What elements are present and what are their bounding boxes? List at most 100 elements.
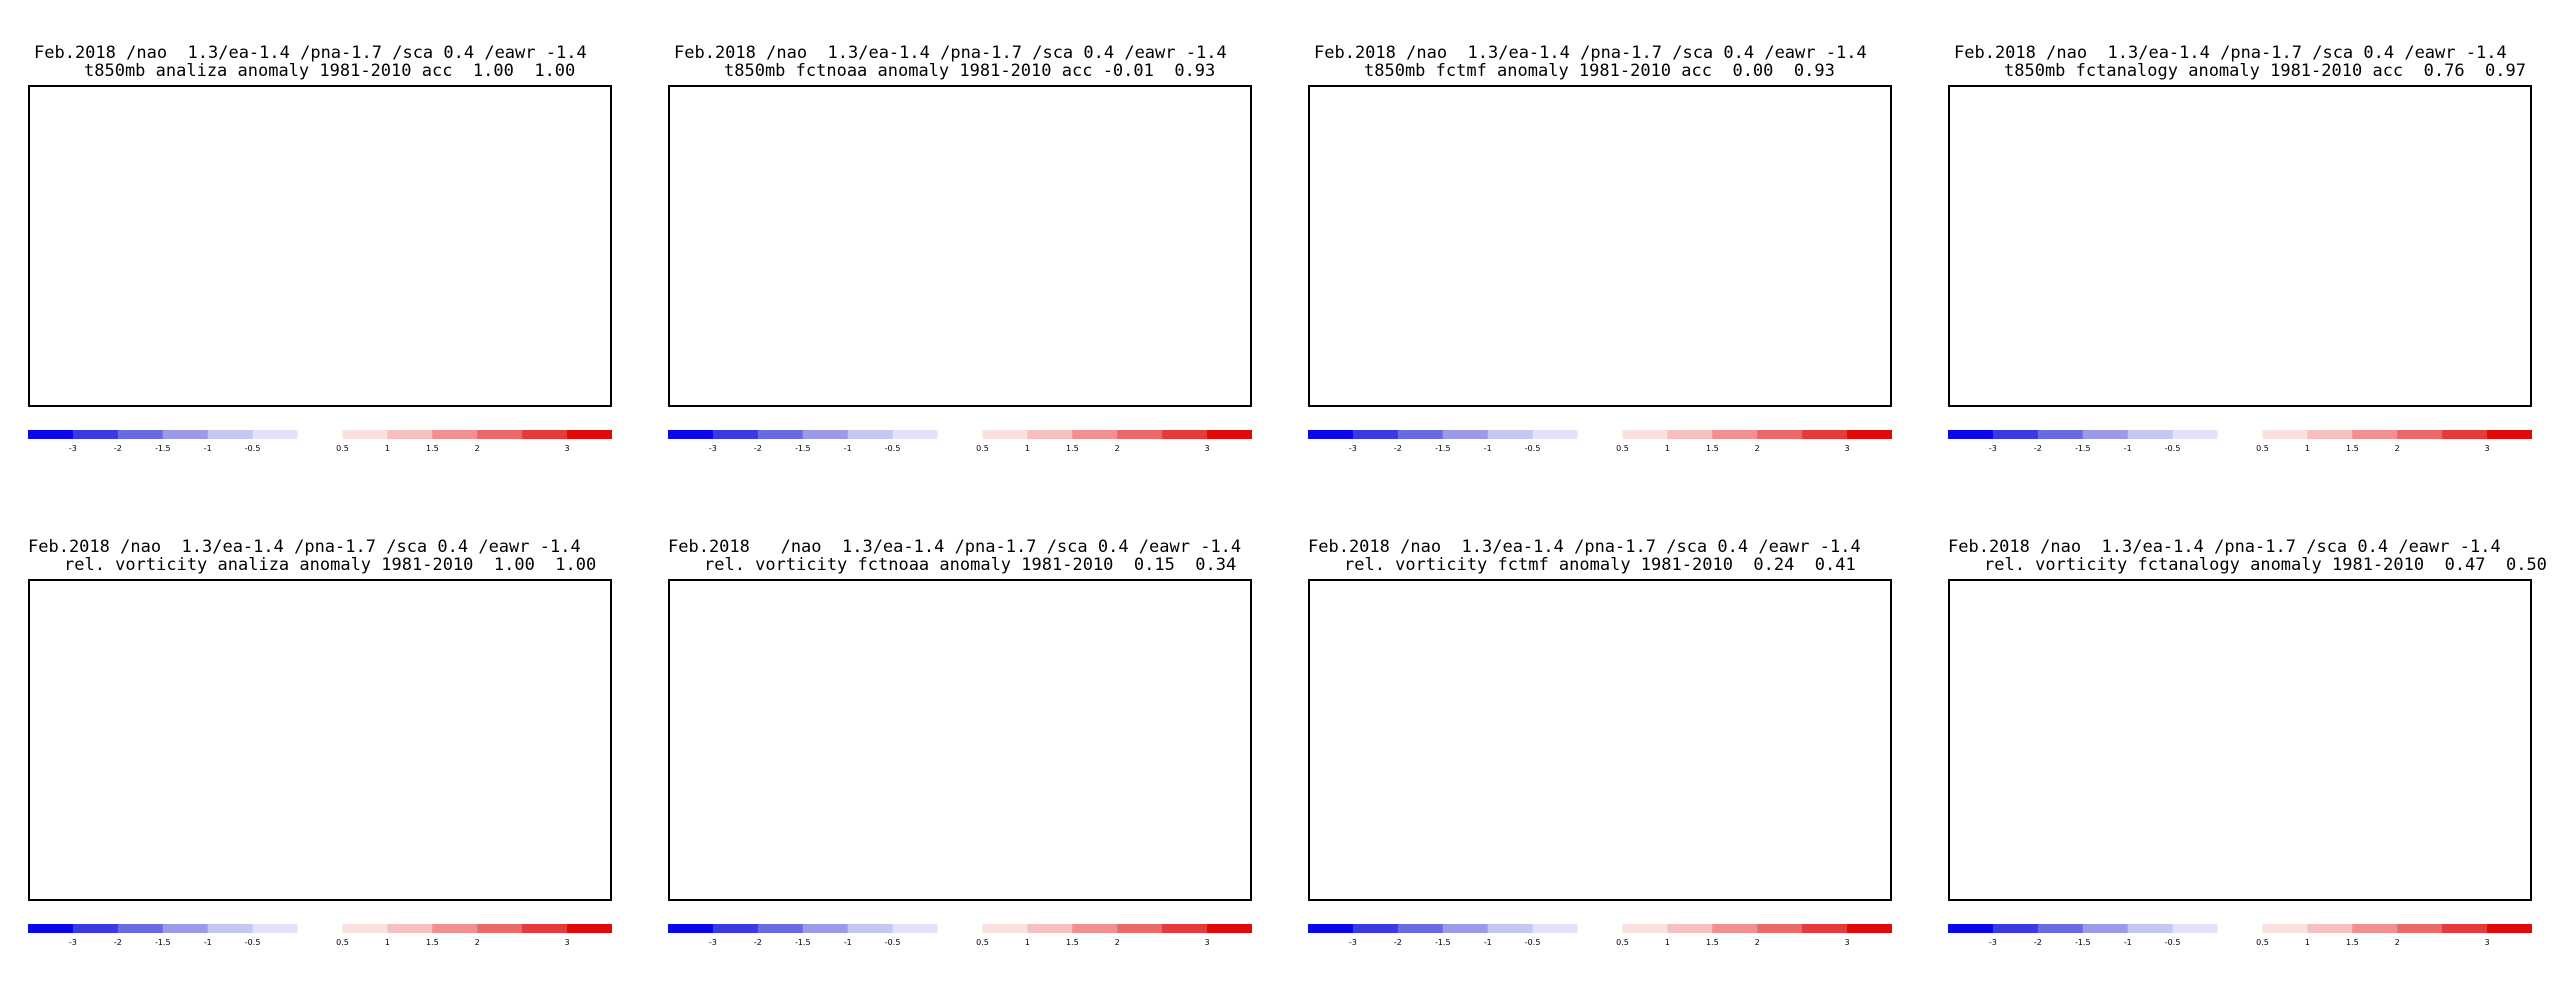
- colorbar-swatch: [1072, 430, 1118, 439]
- colorbar-tick-label: -1: [2124, 444, 2132, 453]
- projection-mask: [1950, 581, 2530, 899]
- colorbar: -3 -2 -1.5 -1 -0.5 0.5 1 1.5 2 3: [1308, 924, 1893, 948]
- colorbar-swatch: [522, 430, 568, 439]
- colorbar-swatch: [1027, 430, 1073, 439]
- colorbar-tick-label: -1: [844, 444, 852, 453]
- colorbar-swatch: [802, 430, 849, 439]
- colorbar-tick-label: -1: [1484, 938, 1492, 947]
- colorbar-tick-label: -2: [754, 444, 762, 453]
- colorbar-swatch: [2037, 430, 2084, 439]
- colorbar-tick-label: -0.5: [2165, 444, 2181, 453]
- colorbar-tick-label: -3: [1349, 938, 1357, 947]
- colorbar-swatch: [1802, 430, 1848, 439]
- colorbar-swatch: [1667, 924, 1713, 933]
- colorbar-swatch: [2127, 924, 2174, 933]
- colorbar-swatch: [72, 430, 119, 439]
- colorbar-swatch: [1757, 430, 1803, 439]
- colorbar-swatch: [1992, 924, 2039, 933]
- colorbar-swatch: [2082, 924, 2129, 933]
- panel-index-line: Feb.2018 /nao 1.3/ea-1.4 /pna-1.7 /sca 0…: [1954, 43, 2507, 63]
- colorbar-swatch: [1622, 924, 1668, 933]
- colorbar-tick-label: 2: [1755, 938, 1760, 947]
- colorbar-swatch: [1757, 924, 1803, 933]
- colorbar-tick-label: -0.5: [245, 938, 261, 947]
- colorbar-swatch: [2172, 430, 2219, 439]
- colorbar-swatch: [162, 924, 209, 933]
- colorbar-swatch: [2352, 924, 2398, 933]
- colorbar-tick-label: 1.5: [2346, 938, 2359, 947]
- colorbar-swatch: [2037, 924, 2084, 933]
- colorbar-swatch: [1667, 430, 1713, 439]
- colorbar-tick-label: 2: [2395, 938, 2400, 947]
- colorbar-swatch: [2082, 430, 2129, 439]
- map-frame: -4-22: [1308, 85, 1892, 407]
- colorbar: -3 -2 -1.5 -1 -0.5 0.5 1 1.5 2 3: [668, 924, 1253, 948]
- colorbar-tick-label: -1.5: [1435, 938, 1451, 947]
- map-frame: -4-22-6: [668, 85, 1252, 407]
- colorbar-tick-label: -3: [1349, 444, 1357, 453]
- colorbar-tick-label: 2: [475, 444, 480, 453]
- colorbar-tick-label: -1.5: [155, 444, 171, 453]
- colorbar-swatch: [117, 430, 164, 439]
- colorbar-swatch: [668, 430, 714, 439]
- colorbar: -3 -2 -1.5 -1 -0.5 0.5 1 1.5 2 3: [1948, 430, 2533, 454]
- colorbar-swatch: [477, 924, 523, 933]
- map-frame: -0.5-1.50.5: [1308, 579, 1892, 901]
- colorbar-tick-label: -0.5: [245, 444, 261, 453]
- colorbar-tick-label: 1: [1665, 938, 1670, 947]
- colorbar-swatch: [982, 430, 1028, 439]
- colorbar-tick-label: 2: [2395, 444, 2400, 453]
- colorbar-swatch: [1712, 924, 1758, 933]
- colorbar-swatch: [2127, 430, 2174, 439]
- colorbar-tick-label: -1.5: [795, 938, 811, 947]
- colorbar-tick-label: 3: [565, 938, 570, 947]
- map-frame: 1.50.5-0.5: [1948, 579, 2532, 901]
- colorbar-swatch: [1117, 924, 1163, 933]
- colorbar-tick-label: -2: [114, 938, 122, 947]
- colorbar-tick-label: 1.5: [426, 938, 439, 947]
- colorbar-tick-label: -1: [844, 938, 852, 947]
- colorbar-swatch: [937, 924, 983, 933]
- colorbar-swatch: [1577, 924, 1623, 933]
- colorbar-tick-label: 0.5: [2256, 444, 2269, 453]
- colorbar-swatch: [847, 924, 894, 933]
- colorbar-swatch: [2262, 430, 2308, 439]
- colorbar-swatch: [342, 924, 388, 933]
- colorbar-tick-label: -0.5: [1525, 444, 1541, 453]
- map-frame: -1.5-1-2.5-0.5-1.5-2.5-0.5: [28, 579, 612, 901]
- map-panel-vort-fctnoaa: Feb.2018 /nao 1.3/ea-1.4 /pna-1.7 /sca 0…: [640, 494, 1280, 988]
- colorbar-tick-label: -2: [1394, 938, 1402, 947]
- panel-field-line: rel. vorticity fctmf anomaly 1981-2010 0…: [1344, 555, 1856, 575]
- map-panel-t850-fctanalogy: Feb.2018 /nao 1.3/ea-1.4 /pna-1.7 /sca 0…: [1920, 0, 2560, 494]
- colorbar-swatch: [1308, 430, 1354, 439]
- panel-index-line: Feb.2018 /nao 1.3/ea-1.4 /pna-1.7 /sca 0…: [1948, 537, 2501, 557]
- colorbar: -3 -2 -1.5 -1 -0.5 0.5 1 1.5 2 3: [28, 924, 613, 948]
- colorbar-tick-label: -3: [69, 938, 77, 947]
- colorbar: -3 -2 -1.5 -1 -0.5 0.5 1 1.5 2 3: [1948, 924, 2533, 948]
- colorbar-swatch: [1622, 430, 1668, 439]
- panel-field-line: rel. vorticity analiza anomaly 1981-2010…: [64, 555, 597, 575]
- projection-mask: [30, 87, 610, 405]
- colorbar-tick-label: 1: [1025, 938, 1030, 947]
- colorbar-swatch: [1532, 924, 1579, 933]
- panel-index-line: Feb.2018 /nao 1.3/ea-1.4 /pna-1.7 /sca 0…: [28, 537, 581, 557]
- colorbar-swatch: [207, 924, 254, 933]
- colorbar-swatch: [1207, 924, 1253, 933]
- colorbar-swatch: [1442, 924, 1489, 933]
- colorbar-tick-label: -3: [69, 444, 77, 453]
- colorbar-swatch: [1072, 924, 1118, 933]
- colorbar-tick-label: 0.5: [976, 444, 989, 453]
- colorbar: -3 -2 -1.5 -1 -0.5 0.5 1 1.5 2 3: [28, 430, 613, 454]
- colorbar-swatch: [2442, 924, 2488, 933]
- colorbar-tick-label: 0.5: [336, 444, 349, 453]
- colorbar-swatch: [252, 430, 299, 439]
- colorbar-tick-label: 1.5: [2346, 444, 2359, 453]
- panel-field-line: rel. vorticity fctnoaa anomaly 1981-2010…: [704, 555, 1237, 575]
- colorbar-tick-label: -3: [1989, 444, 1997, 453]
- colorbar-tick-label: 1: [385, 444, 390, 453]
- panel-index-line: Feb.2018 /nao 1.3/ea-1.4 /pna-1.7 /sca 0…: [1314, 43, 1867, 63]
- colorbar-swatch: [342, 430, 388, 439]
- colorbar-tick-label: 3: [2485, 444, 2490, 453]
- colorbar-swatch: [2397, 430, 2443, 439]
- colorbar-swatch: [1847, 924, 1893, 933]
